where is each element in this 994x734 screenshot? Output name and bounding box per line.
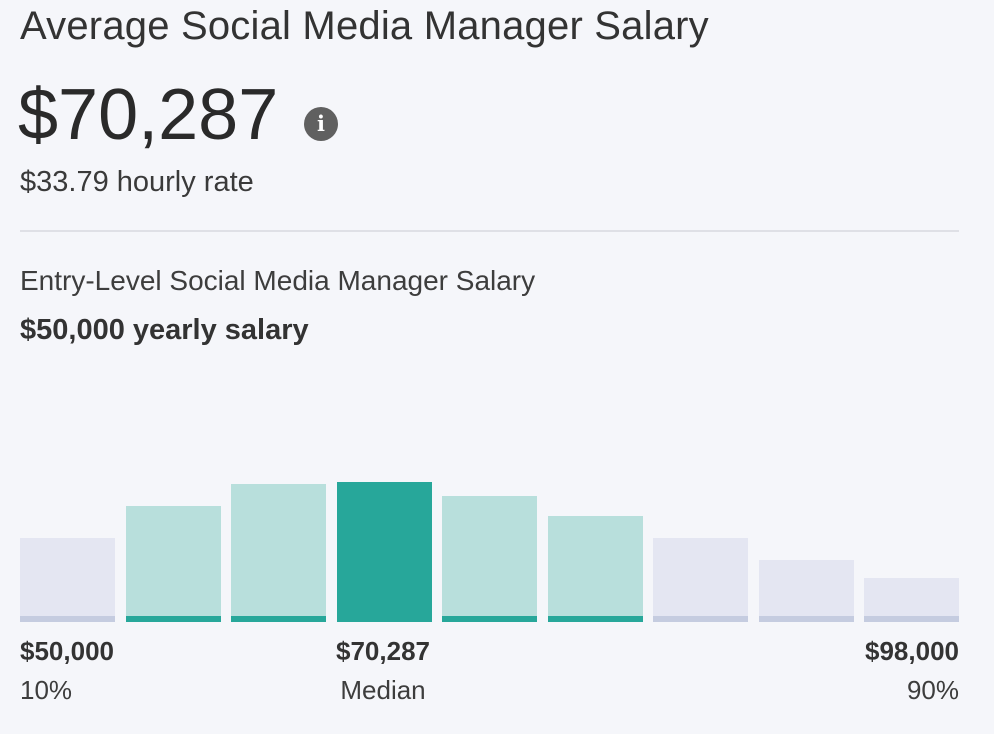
median-label: $70,287 Median xyxy=(283,636,483,706)
low-amount: $50,000 xyxy=(20,636,114,666)
page-title: Average Social Media Manager Salary xyxy=(20,4,709,48)
hourly-rate: $33.79 hourly rate xyxy=(20,166,254,198)
distribution-bar-9 xyxy=(864,578,959,622)
distribution-bar-4 xyxy=(337,482,432,622)
low-percentile: 10% xyxy=(20,675,73,705)
distribution-bar-6 xyxy=(548,516,643,622)
distribution-bar-2 xyxy=(126,506,221,622)
high-percentile-label: $98,000 90% xyxy=(865,636,959,706)
average-salary: $70,287 xyxy=(18,75,279,155)
salary-distribution-chart xyxy=(20,420,959,622)
entry-level-label: Entry-Level Social Media Manager Salary xyxy=(20,265,536,296)
median-amount: $70,287 xyxy=(336,636,430,666)
entry-level-salary: $50,000 yearly salary xyxy=(20,314,309,346)
distribution-bar-1 xyxy=(20,538,115,622)
distribution-bar-3 xyxy=(231,484,326,622)
distribution-bar-5 xyxy=(442,496,537,622)
median-text: Median xyxy=(340,675,426,705)
info-icon[interactable]: i xyxy=(304,107,338,141)
high-amount: $98,000 xyxy=(865,636,959,666)
distribution-bar-7 xyxy=(653,538,748,622)
distribution-bar-8 xyxy=(759,560,854,622)
low-percentile-label: $50,000 10% xyxy=(20,636,114,706)
high-percentile: 90% xyxy=(906,675,959,705)
divider xyxy=(20,230,959,232)
